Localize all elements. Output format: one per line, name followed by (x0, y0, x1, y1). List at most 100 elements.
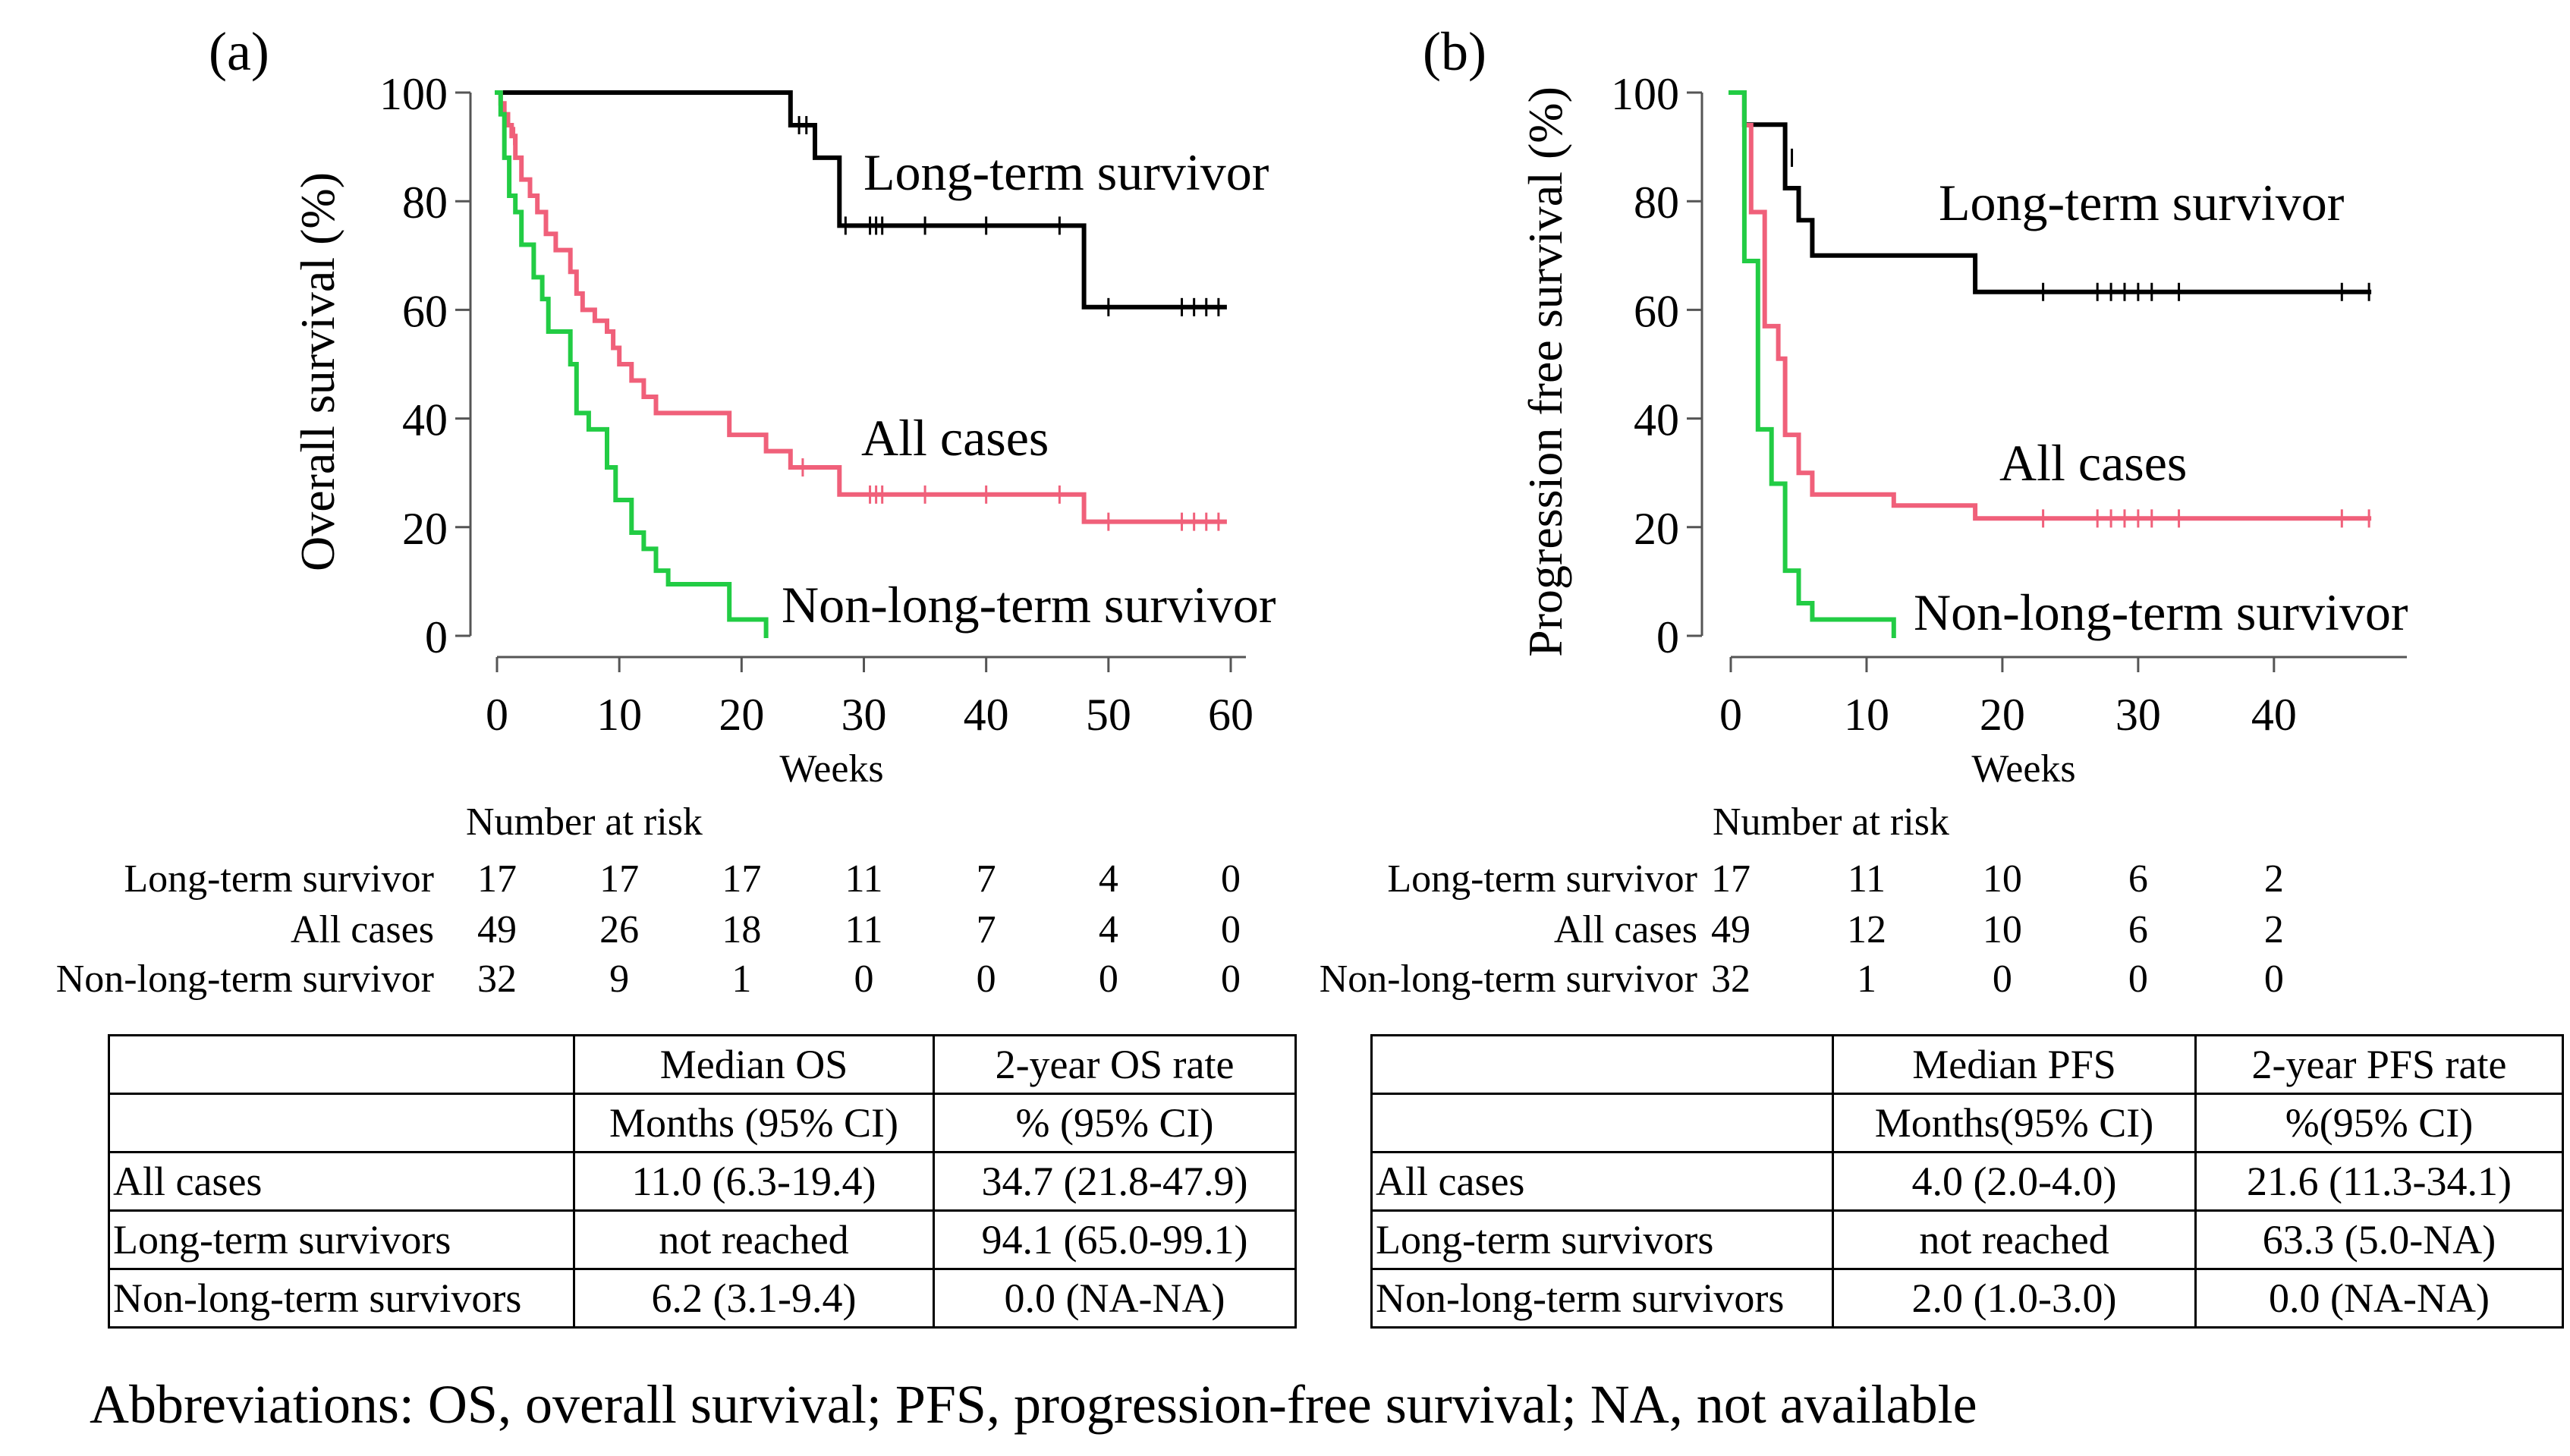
x-tick-label: 0 (1719, 690, 1742, 740)
risk-row-label: Non-long-term survivor (56, 958, 434, 1001)
series-line-non-long-term-survivor (1729, 90, 1896, 638)
table-cell (1370, 1034, 1834, 1095)
risk-value: 2 (2264, 908, 2284, 951)
series-line-all-cases (1729, 90, 2372, 521)
y-tick-label: 80 (1634, 178, 1679, 228)
table-units-cell: %(95% CI) (2194, 1093, 2564, 1153)
table-header-row: Median OS 2-year OS rate (108, 1034, 1297, 1095)
table-units-cell: % (95% CI) (933, 1093, 1297, 1153)
table-cell: 11.0 (6.3-19.4) (573, 1151, 935, 1212)
x-tick-label: 40 (964, 690, 1009, 740)
table-cell: 0.0 (NA-NA) (933, 1268, 1297, 1329)
table-header-row: Median PFS 2-year PFS rate (1370, 1034, 2564, 1095)
table-row-label: Long-term survivors (108, 1209, 575, 1270)
risk-value: 32 (1711, 958, 1751, 1001)
x-tick-label: 60 (1208, 690, 1254, 740)
risk-value: 26 (599, 908, 639, 951)
table-row: Long-term survivors not reached 63.3 (5.… (1370, 1209, 2564, 1270)
table-row: Non-long-term survivors 6.2 (3.1-9.4) 0.… (108, 1268, 1297, 1329)
panel-a-annotation-non-long-term: Non-long-term survivor (782, 576, 1276, 634)
y-tick-label: 60 (1634, 286, 1679, 336)
risk-row-label: Non-long-term survivor (1320, 958, 1697, 1001)
table-units-row: Months(95% CI) %(95% CI) (1370, 1093, 2564, 1153)
table-units-cell: Months(95% CI) (1832, 1093, 2197, 1153)
y-tick-label: 80 (402, 178, 448, 228)
risk-value: 1 (731, 958, 751, 1001)
risk-value: 7 (977, 857, 996, 901)
os-summary-table: Median OS 2-year OS rate Months (95% CI)… (108, 1034, 1297, 1329)
series-line-non-long-term-survivor (495, 90, 769, 638)
y-tick-label: 20 (1634, 504, 1679, 554)
y-tick-label: 40 (1634, 395, 1679, 445)
panel-a-axes: 0 20 40 60 80 100 0 10 20 30 40 50 60 (379, 69, 1254, 740)
table-cell: 34.7 (21.8-47.9) (933, 1151, 1297, 1212)
panel-a-annotation-all-cases: All cases (861, 409, 1049, 467)
risk-value: 6 (2128, 857, 2148, 901)
table-cell: 94.1 (65.0-99.1) (933, 1209, 1297, 1270)
x-tick-label: 20 (1980, 690, 2025, 740)
table-row: All cases 11.0 (6.3-19.4) 34.7 (21.8-47.… (108, 1151, 1297, 1212)
risk-value: 1 (1857, 958, 1876, 1001)
y-tick-label: 0 (1656, 612, 1679, 662)
risk-value: 49 (477, 908, 517, 951)
risk-value: 2 (2264, 857, 2284, 901)
panel-a-risk-title: Number at risk (466, 800, 703, 844)
risk-value: 0 (1221, 908, 1241, 951)
risk-row-label: Long-term survivor (124, 857, 434, 901)
risk-value: 18 (722, 908, 761, 951)
series-line-long-term-survivor (495, 90, 1227, 310)
panel-b-annotation-non-long-term: Non-long-term survivor (1914, 583, 2408, 641)
risk-value: 0 (977, 958, 996, 1001)
table-cell (108, 1034, 575, 1095)
risk-value: 0 (1099, 958, 1118, 1001)
risk-value: 12 (1847, 908, 1886, 951)
table-cell: 6.2 (3.1-9.4) (573, 1268, 935, 1329)
table-header-cell: Median PFS (1832, 1034, 2197, 1095)
table-row: Long-term survivors not reached 94.1 (65… (108, 1209, 1297, 1270)
table-row-label: Long-term survivors (1370, 1209, 1834, 1270)
risk-value: 10 (1983, 908, 2022, 951)
x-tick-label: 20 (719, 690, 764, 740)
risk-value: 11 (845, 908, 882, 951)
abbreviations-footnote: Abbreviations: OS, overall survival; PFS… (90, 1374, 1977, 1435)
table-row: Non-long-term survivors 2.0 (1.0-3.0) 0.… (1370, 1268, 2564, 1329)
panel-a-ylabel: Overall survival (%) (291, 172, 344, 571)
table-cell: not reached (573, 1209, 935, 1270)
risk-value: 7 (977, 908, 996, 951)
risk-value: 17 (477, 857, 517, 901)
table-cell (1370, 1093, 1834, 1153)
panel-a: (a) Overall survival (%) Weeks 020406080… (56, 21, 1276, 1001)
table-cell (108, 1093, 575, 1153)
risk-value: 11 (1848, 857, 1886, 901)
pfs-summary-table: Median PFS 2-year PFS rate Months(95% CI… (1370, 1034, 2564, 1329)
x-tick-label: 30 (2115, 690, 2161, 740)
panel-b-ylabel: Progression free survival (%) (1518, 86, 1572, 657)
table-cell: 2.0 (1.0-3.0) (1832, 1268, 2197, 1329)
table-header-cell: 2-year OS rate (933, 1034, 1297, 1095)
y-tick-label: 100 (1611, 69, 1679, 119)
panel-b-label: (b) (1423, 21, 1486, 82)
risk-row-label: All cases (1554, 908, 1697, 951)
x-tick-label: 0 (486, 690, 508, 740)
risk-value: 32 (477, 958, 517, 1001)
panel-a-plot (495, 90, 1227, 638)
table-row-label: Non-long-term survivors (108, 1268, 575, 1329)
risk-value: 17 (722, 857, 761, 901)
y-tick-label: 0 (425, 612, 448, 662)
panel-b-xlabel: Weeks (1971, 747, 2075, 791)
table-cell: 21.6 (11.3-34.1) (2194, 1151, 2564, 1212)
risk-row-label: Long-term survivor (1387, 857, 1697, 901)
table-units-cell: Months (95% CI) (573, 1093, 935, 1153)
risk-value: 4 (1099, 908, 1118, 951)
risk-value: 11 (845, 857, 882, 901)
risk-value: 0 (2264, 958, 2284, 1001)
panel-b-axes: 0 20 40 60 80 100 0 10 20 30 40 (1611, 69, 2407, 740)
panel-b-annotation-all-cases: All cases (1999, 434, 2187, 492)
risk-value: 0 (1993, 958, 2012, 1001)
risk-value: 17 (1711, 857, 1751, 901)
table-cell: 4.0 (2.0-4.0) (1832, 1151, 2197, 1212)
x-tick-label: 10 (1844, 690, 1889, 740)
table-header-cell: Median OS (573, 1034, 935, 1095)
